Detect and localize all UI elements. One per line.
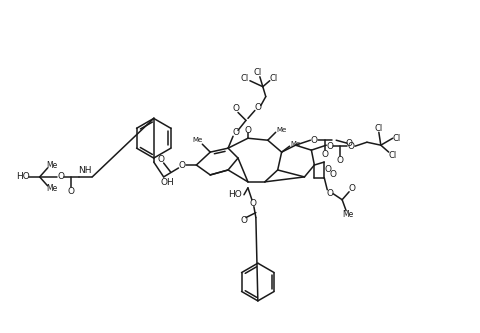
Text: O: O	[327, 189, 334, 198]
Text: Me: Me	[276, 127, 287, 133]
Text: Me: Me	[290, 141, 300, 147]
Text: Cl: Cl	[241, 74, 249, 83]
Text: HO: HO	[228, 190, 242, 199]
Text: O: O	[57, 172, 64, 181]
Text: O: O	[336, 156, 344, 165]
Text: O: O	[327, 142, 334, 151]
Text: O: O	[322, 150, 329, 159]
Text: O: O	[330, 170, 336, 179]
Text: O: O	[240, 216, 248, 225]
Text: OH: OH	[161, 178, 175, 187]
Text: Cl: Cl	[270, 74, 278, 83]
Text: HO: HO	[16, 172, 30, 181]
Text: O: O	[346, 139, 353, 148]
Text: Cl: Cl	[393, 134, 401, 143]
Text: O: O	[232, 128, 240, 137]
Text: Cl: Cl	[254, 68, 262, 77]
Text: O: O	[325, 166, 332, 174]
Text: O: O	[244, 126, 252, 135]
Text: O: O	[232, 104, 240, 113]
Text: Me: Me	[192, 137, 203, 143]
Text: O: O	[157, 155, 164, 164]
Text: O: O	[348, 184, 356, 193]
Text: O: O	[254, 103, 261, 112]
Text: O: O	[348, 142, 355, 151]
Text: O: O	[311, 136, 318, 145]
Text: Me: Me	[342, 210, 354, 219]
Text: NH: NH	[79, 166, 92, 175]
Text: Cl: Cl	[389, 151, 397, 160]
Text: Me: Me	[46, 184, 57, 193]
Text: O: O	[250, 199, 256, 208]
Text: Cl: Cl	[375, 124, 383, 133]
Text: Me: Me	[46, 161, 57, 169]
Text: O: O	[179, 161, 186, 169]
Text: O: O	[68, 187, 75, 196]
